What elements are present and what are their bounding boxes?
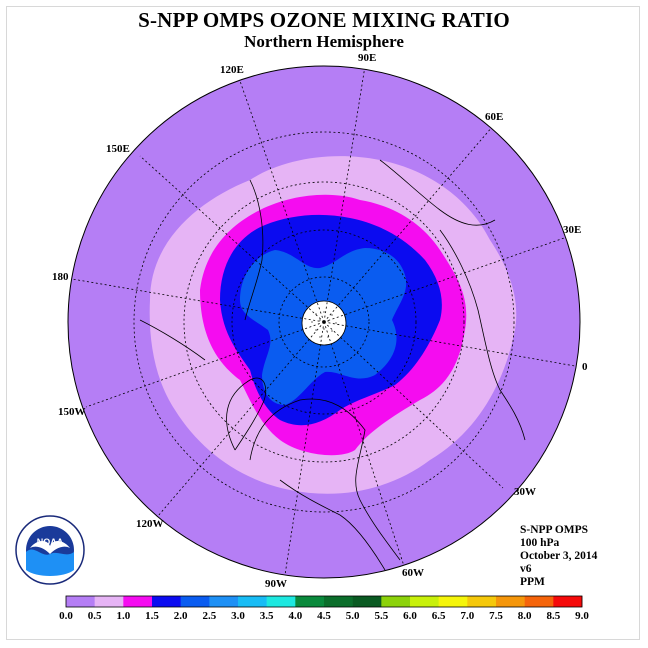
lon-label-60e: 60E [485,111,503,123]
lon-label-90e: 90E [358,52,376,64]
version-label: v6 [520,563,532,575]
units-label: PPM [520,576,545,588]
lon-label-150w: 150W [58,406,86,418]
coastlines [139,159,526,571]
pressure-level-label: 100 hPa [520,537,560,549]
graticule [71,66,576,576]
lon-label-120w: 120W [136,518,164,530]
metadata-block: S-NPP OMPS 100 hPa October 3, 2014 v6 PP… [520,524,597,589]
map-title: S-NPP OMPS OZONE MIXING RATIO [138,8,510,32]
date-label: October 3, 2014 [520,550,598,562]
noaa-logo-text: NOAA [37,537,64,547]
lon-label-0: 0 [582,361,588,373]
map-subtitle: Northern Hemisphere [244,32,404,51]
noaa-logo: NOAA [15,515,85,585]
lon-label-120e: 120E [220,64,244,76]
lon-label-30w: 30W [514,486,536,498]
lon-label-180: 180 [52,271,69,283]
longitude-labels: 90E 60E 30E 0 30W 60W 90W 120W 150W 180 … [52,52,588,590]
lon-label-30e: 30E [563,224,581,236]
lon-label-150e: 150E [106,143,130,155]
figure-frame [6,6,640,640]
lon-label-90w: 90W [265,578,287,590]
polar-gap-stipple [311,311,337,338]
map-boundary [67,65,581,579]
lon-label-60w: 60W [402,567,424,579]
instrument-label: S-NPP OMPS [520,524,589,536]
